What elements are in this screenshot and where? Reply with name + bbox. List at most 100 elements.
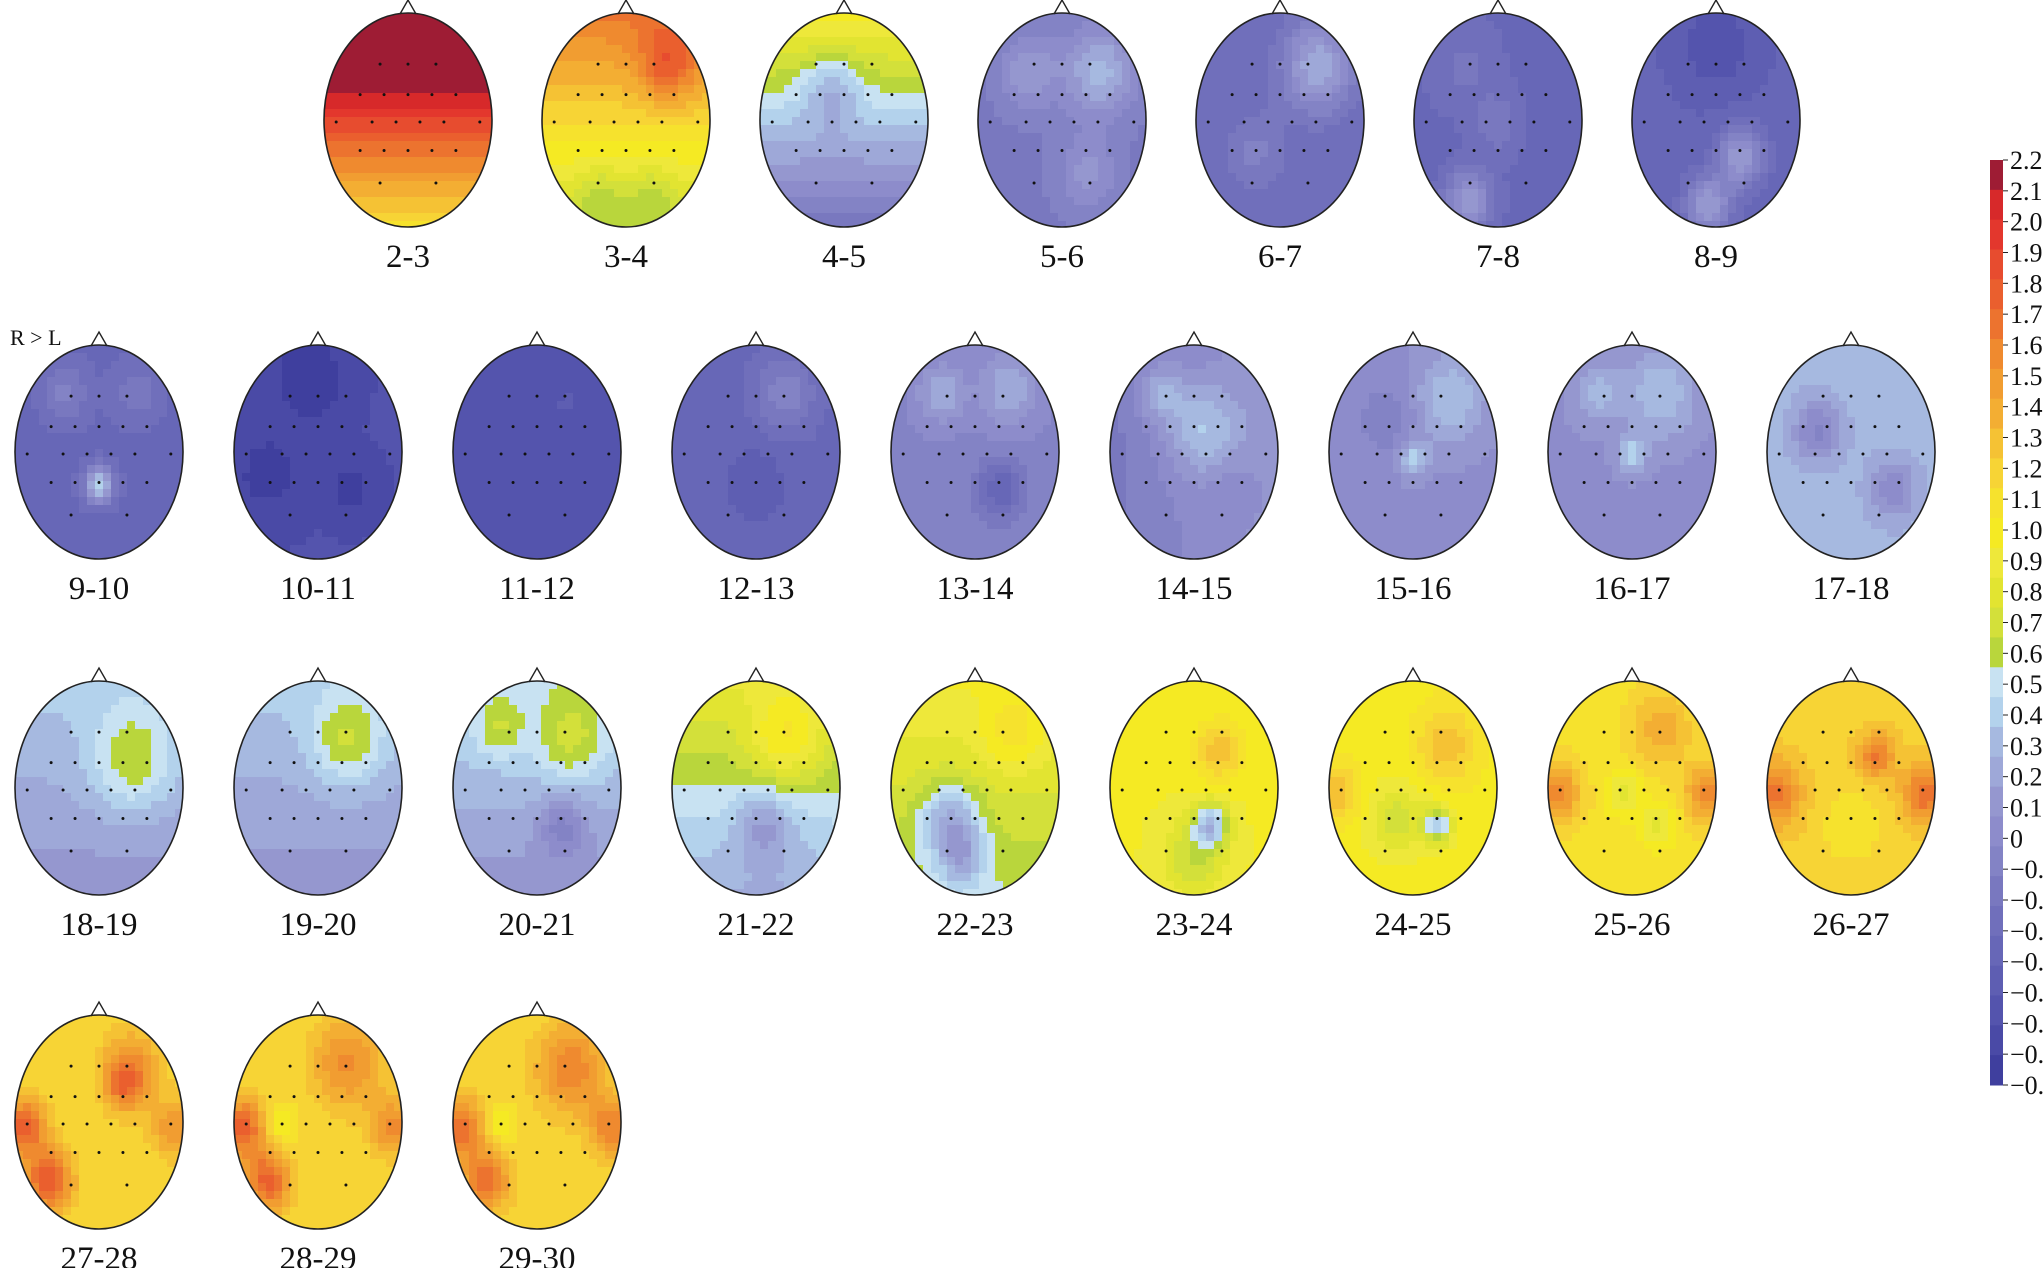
electrode-dot bbox=[73, 816, 77, 820]
electrode-dot bbox=[945, 849, 949, 853]
electrode-dot bbox=[1602, 394, 1606, 398]
colorbar-tick-label: 0.5 bbox=[2010, 670, 2043, 699]
colorbar-swatch bbox=[1990, 935, 2003, 967]
electrode-dot bbox=[1326, 93, 1330, 97]
electrode-dot bbox=[1001, 394, 1005, 398]
electrode-dot bbox=[73, 1150, 77, 1154]
electrode-dot bbox=[109, 1122, 113, 1126]
colorbar-tick-label: 1.6 bbox=[2010, 331, 2043, 360]
electrode-dot bbox=[292, 816, 296, 820]
electrode-dot bbox=[726, 730, 730, 734]
electrode-dot bbox=[583, 1095, 587, 1099]
scalp-map: 6-7 bbox=[1195, 0, 1365, 275]
head-outline bbox=[759, 12, 929, 228]
electrode-dot bbox=[1072, 120, 1076, 124]
map-time-label: 29-30 bbox=[499, 1241, 576, 1268]
electrode-dot bbox=[169, 452, 173, 456]
electrode-dot bbox=[370, 120, 374, 124]
electrode-dot bbox=[1435, 425, 1439, 429]
electrode-dot bbox=[1383, 730, 1387, 734]
nose-marker bbox=[1404, 330, 1422, 347]
electrode-dot bbox=[1496, 148, 1500, 152]
electrode-dot bbox=[563, 513, 567, 517]
colorbar-swatch bbox=[1990, 518, 2003, 549]
colorbar-swatch bbox=[1990, 726, 2003, 758]
colorbar-tick-label: 0.4 bbox=[2010, 701, 2043, 730]
electrode-dot bbox=[1220, 730, 1224, 734]
electrode-dot bbox=[73, 761, 77, 765]
electrode-dot bbox=[358, 148, 362, 152]
electrode-dot bbox=[600, 148, 604, 152]
electrode-dot bbox=[97, 730, 101, 734]
electrode-dot bbox=[1459, 816, 1463, 820]
electrode-dot bbox=[1658, 394, 1662, 398]
electrode-dot bbox=[1250, 62, 1254, 66]
electrode-dot bbox=[754, 425, 758, 429]
electrode-dot bbox=[949, 425, 953, 429]
electrode-dot bbox=[1375, 452, 1379, 456]
electrode-dot bbox=[97, 480, 101, 484]
map-time-label: 12-13 bbox=[718, 571, 795, 607]
electrode-dot bbox=[559, 1095, 563, 1099]
colorbar-swatch bbox=[1990, 458, 2003, 489]
electrode-dot bbox=[1630, 480, 1634, 484]
electrode-dot bbox=[1921, 788, 1925, 792]
nose-marker bbox=[1489, 0, 1507, 15]
electrode-dot bbox=[742, 788, 746, 792]
electrode-dot bbox=[523, 1122, 527, 1126]
scalp-map: 18-19 bbox=[14, 666, 184, 943]
colorbar-swatch bbox=[1990, 607, 2003, 638]
electrode-dot bbox=[1383, 394, 1387, 398]
electrode-dot bbox=[49, 761, 53, 765]
electrode-dot bbox=[1192, 730, 1196, 734]
electrode-dot bbox=[547, 452, 551, 456]
electrode-dot bbox=[304, 788, 308, 792]
scalp-map-field bbox=[453, 681, 621, 895]
electrode-dot bbox=[1387, 761, 1391, 765]
electrode-dot bbox=[1423, 788, 1427, 792]
map-time-label: 10-11 bbox=[280, 571, 356, 607]
colorbar-swatch bbox=[1990, 637, 2003, 668]
electrode-dot bbox=[1350, 120, 1354, 124]
electrode-dot bbox=[535, 394, 539, 398]
electrode-dot bbox=[1801, 761, 1805, 765]
map-time-label: 28-29 bbox=[280, 1241, 357, 1268]
electrode-dot bbox=[499, 452, 503, 456]
nose-marker bbox=[617, 0, 635, 15]
electrode-dot bbox=[364, 816, 368, 820]
head-outline bbox=[1547, 680, 1717, 896]
electrode-dot bbox=[600, 93, 604, 97]
electrode-dot bbox=[1423, 452, 1427, 456]
electrode-dot bbox=[1873, 425, 1877, 429]
electrode-dot bbox=[125, 849, 129, 853]
electrode-dot bbox=[454, 148, 458, 152]
electrode-dot bbox=[1654, 425, 1658, 429]
electrode-dot bbox=[442, 120, 446, 124]
electrode-dot bbox=[1411, 394, 1415, 398]
electrode-dot bbox=[596, 181, 600, 185]
electrode-dot bbox=[770, 120, 774, 124]
electrode-dot bbox=[1849, 480, 1853, 484]
electrode-dot bbox=[1714, 62, 1718, 66]
electrode-dot bbox=[1411, 816, 1415, 820]
electrode-dot bbox=[97, 1095, 101, 1099]
electrode-dot bbox=[145, 425, 149, 429]
electrode-dot bbox=[145, 816, 149, 820]
electrode-dot bbox=[607, 452, 611, 456]
electrode-dot bbox=[1278, 62, 1282, 66]
electrode-dot bbox=[1714, 148, 1718, 152]
colorbar-swatch bbox=[1990, 160, 2003, 191]
electrode-dot bbox=[1032, 181, 1036, 185]
electrode-dot bbox=[726, 394, 730, 398]
electrode-dot bbox=[511, 816, 515, 820]
electrode-dot bbox=[97, 761, 101, 765]
electrode-dot bbox=[842, 62, 846, 66]
electrode-dot bbox=[97, 1064, 101, 1068]
electrode-dot bbox=[434, 181, 438, 185]
electrode-dot bbox=[782, 730, 786, 734]
electrode-dot bbox=[1399, 452, 1403, 456]
electrode-dot bbox=[244, 1122, 248, 1126]
electrode-dot bbox=[49, 1095, 53, 1099]
electrode-dot bbox=[316, 816, 320, 820]
electrode-dot bbox=[1216, 425, 1220, 429]
